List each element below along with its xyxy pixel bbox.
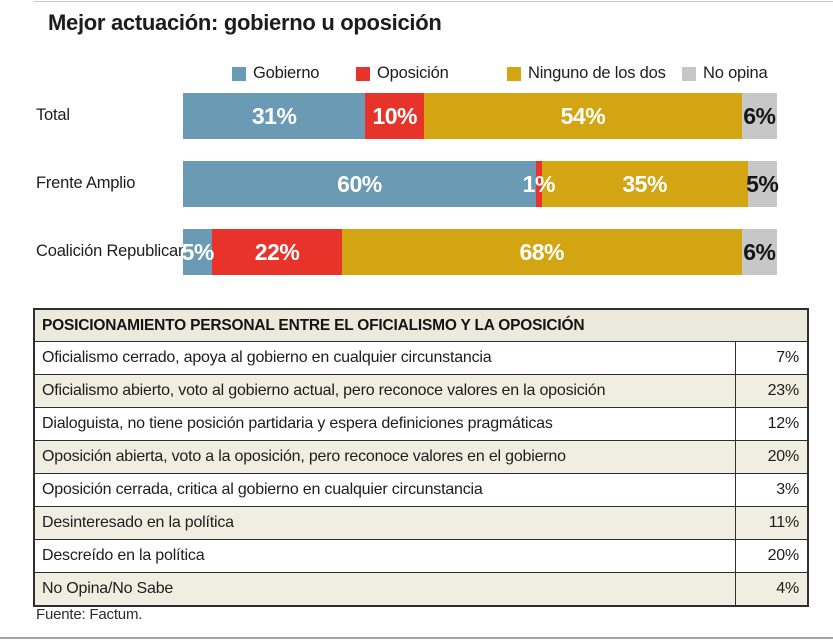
- table-row-label: No Opina/No Sabe: [42, 580, 174, 597]
- bar-segment-value: 54%: [560, 102, 606, 129]
- bar-segment: 5%: [181, 229, 215, 275]
- legend-label: Ninguno de los dos: [528, 64, 666, 82]
- chart-legend: Gobierno Oposición Ninguno de los dos No op…: [0, 64, 833, 84]
- table-row-value: 4%: [735, 573, 807, 605]
- bar-row: 60% 1% 35% 5%: [183, 161, 779, 207]
- legend-label: Gobierno: [253, 64, 320, 82]
- legend-item: Gobierno: [232, 64, 319, 83]
- table-row: Oposición cerrada, critica al gobierno e…: [35, 474, 807, 507]
- bottom-rule: [0, 637, 833, 639]
- bar-row-label: Total: [36, 106, 70, 124]
- table-row-value: 23%: [735, 375, 807, 407]
- bar-segment: 5%: [746, 161, 779, 207]
- bar-segment-value: 60%: [337, 170, 382, 197]
- bar-row-label: Frente Amplio: [36, 174, 136, 192]
- table-row-value: 7%: [735, 342, 807, 374]
- table-body: Oficialismo cerrado, apoya al gobierno e…: [35, 342, 807, 605]
- table-row-value: 3%: [735, 474, 807, 506]
- bar-segment: 60%: [183, 161, 536, 207]
- bar-segment: 54%: [424, 93, 742, 139]
- legend-swatch-icon: [232, 66, 246, 81]
- legend-item: Oposición: [356, 64, 449, 83]
- bar-row-label: Coalición Republicana: [36, 242, 196, 260]
- table-row: Desinteresado en la política 11%: [35, 507, 807, 540]
- bar-segment: 22%: [212, 229, 342, 275]
- table-row-label: Oficialismo cerrado, apoya al gobierno e…: [42, 349, 492, 366]
- bar-segment: 6%: [741, 93, 777, 139]
- bar-segment: 6%: [741, 229, 777, 275]
- source-note: Fuente: Factum.: [36, 606, 143, 623]
- bar-segment-value: 6%: [743, 102, 776, 129]
- table-row: Oposición abierta, voto a la oposición, …: [35, 441, 807, 474]
- legend-label: No opina: [703, 64, 768, 82]
- bar-segment-value: 5%: [746, 170, 779, 197]
- legend-label: Oposición: [377, 64, 449, 82]
- table-row-value: 20%: [735, 540, 807, 572]
- legend-item: Ninguno de los dos: [507, 64, 666, 83]
- bar-segment-value: 31%: [251, 102, 297, 129]
- legend-swatch-icon: [356, 66, 370, 81]
- bar-segment: 68%: [341, 229, 742, 275]
- bar-segment-value: 35%: [622, 170, 667, 197]
- table-header: POSICIONAMIENTO PERSONAL ENTRE EL OFICIA…: [35, 310, 807, 342]
- legend-swatch-icon: [682, 66, 696, 81]
- table-row-label: Oficialismo abierto, voto al gobierno ac…: [42, 382, 606, 399]
- bar-segment: 10%: [365, 93, 425, 139]
- table-row-label: Descreído en la política: [42, 547, 205, 564]
- bar-segment-value: 10%: [372, 102, 417, 129]
- top-rule: [33, 1, 833, 2]
- bar-row: 31% 10% 54% 6%: [183, 93, 777, 139]
- table-row: Oficialismo cerrado, apoya al gobierno e…: [35, 342, 807, 375]
- positioning-table: POSICIONAMIENTO PERSONAL ENTRE EL OFICIA…: [33, 308, 809, 607]
- bar-segment: 31%: [183, 93, 366, 139]
- bar-segment: 1%: [523, 161, 555, 207]
- table-row: Oficialismo abierto, voto al gobierno ac…: [35, 375, 807, 408]
- bar-segment-value: 1%: [522, 170, 556, 197]
- bar-segment-value: 22%: [254, 238, 300, 265]
- legend-item: No opina: [682, 64, 768, 83]
- bar-segment-value: 68%: [519, 238, 564, 265]
- bar-row: 5% 22% 68% 6%: [181, 229, 777, 275]
- table-row-value: 12%: [735, 408, 807, 440]
- table-row-label: Dialoguista, no tiene posición partidari…: [42, 415, 553, 432]
- table-row-label: Oposición abierta, voto a la oposición, …: [42, 448, 566, 465]
- page-title: Mejor actuación: gobierno u oposición: [48, 10, 442, 35]
- table-row-value: 11%: [735, 507, 807, 539]
- bar-segment: 35%: [541, 161, 748, 207]
- table-row-label: Oposición cerrada, critica al gobierno e…: [42, 481, 483, 498]
- table-row-label: Desinteresado en la política: [42, 514, 234, 531]
- bar-segment-value: 6%: [743, 238, 776, 265]
- table-row: Dialoguista, no tiene posición partidari…: [35, 408, 807, 441]
- table-row: Descreído en la política 20%: [35, 540, 807, 573]
- table-row: No Opina/No Sabe 4%: [35, 573, 807, 605]
- bar-segment-value: 5%: [181, 238, 215, 265]
- table-row-value: 20%: [735, 441, 807, 473]
- legend-swatch-icon: [507, 66, 521, 81]
